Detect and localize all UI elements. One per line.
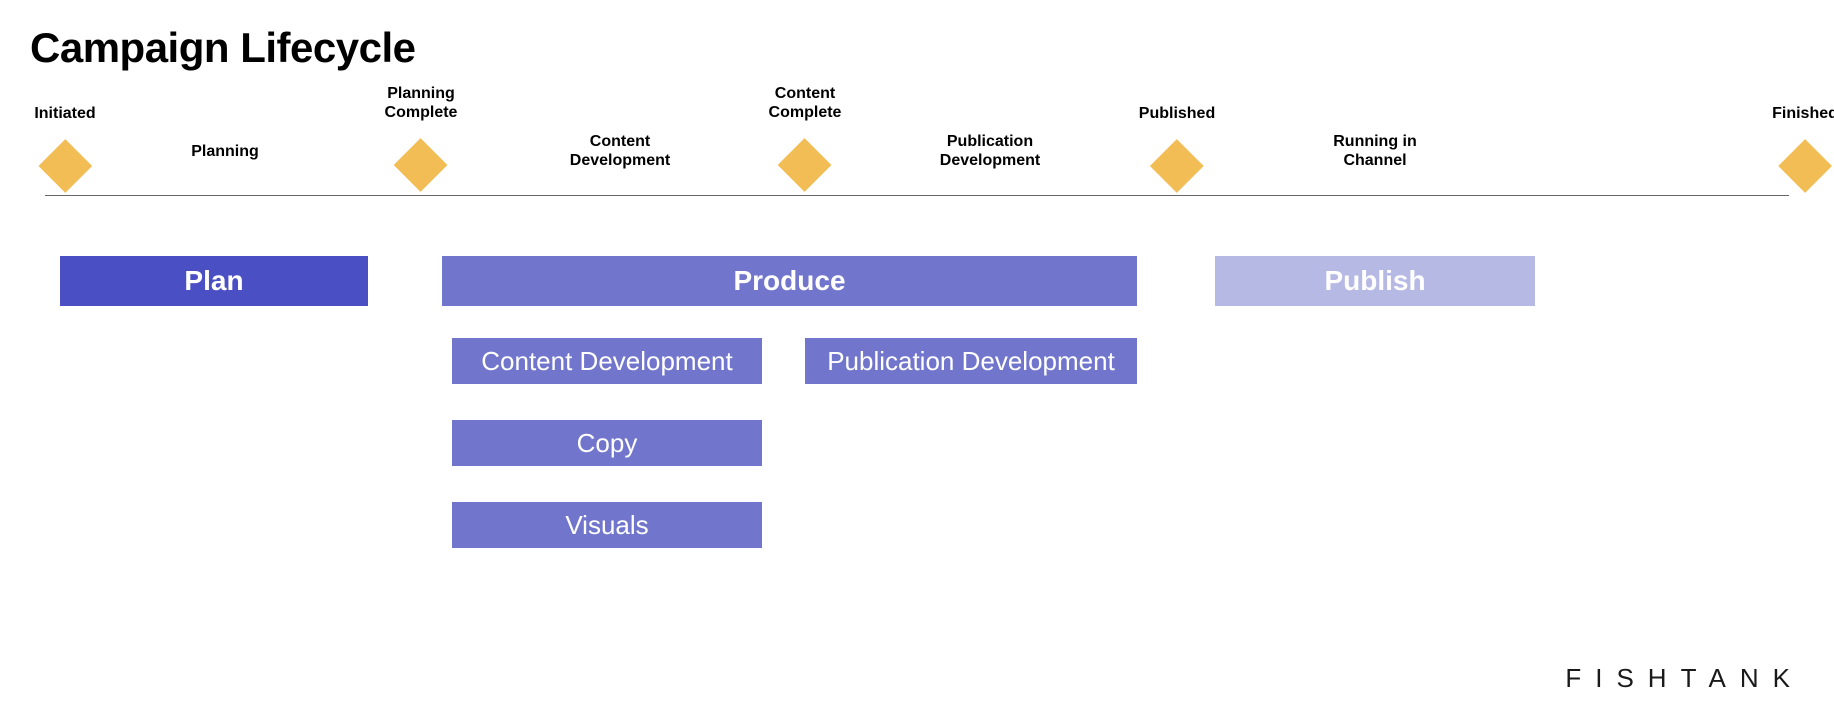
bar-label: Content Development <box>481 346 732 377</box>
phase-label: Planning <box>191 142 259 161</box>
diamond-icon <box>394 139 448 193</box>
milestone-label: Published <box>1139 104 1215 123</box>
bar-label: Publish <box>1324 265 1425 297</box>
milestone: Finished <box>1772 104 1834 190</box>
lifecycle-bar: Produce <box>442 256 1137 306</box>
milestone: Planning Complete <box>385 84 458 189</box>
page-title: Campaign Lifecycle <box>30 24 415 72</box>
bar-label: Copy <box>577 428 638 459</box>
bar-label: Visuals <box>565 510 648 541</box>
milestone-label: Finished <box>1772 104 1834 123</box>
phase-label: Running in Channel <box>1333 132 1417 170</box>
lifecycle-bar: Plan <box>60 256 368 306</box>
bar-label: Publication Development <box>827 346 1115 377</box>
diamond-icon <box>1778 139 1832 193</box>
diamond-icon <box>778 139 832 193</box>
brand-logo: FISHTANK <box>1565 663 1804 694</box>
phase-label: Publication Development <box>940 132 1040 170</box>
lifecycle-bar: Visuals <box>452 502 762 548</box>
milestone: Initiated <box>34 104 95 190</box>
lifecycle-bar: Copy <box>452 420 762 466</box>
timeline-axis <box>45 195 1789 196</box>
milestone: Content Complete <box>769 84 842 189</box>
timeline: InitiatedPlanning CompleteContent Comple… <box>15 100 1819 200</box>
lifecycle-bar: Publish <box>1215 256 1535 306</box>
milestone: Published <box>1139 104 1215 190</box>
lifecycle-bar: Publication Development <box>805 338 1137 384</box>
milestone-label: Content Complete <box>769 84 842 122</box>
bar-label: Plan <box>184 265 243 297</box>
diamond-icon <box>38 139 92 193</box>
milestone-label: Initiated <box>34 104 95 123</box>
phase-label: Content Development <box>570 132 670 170</box>
milestone-label: Planning Complete <box>385 84 458 122</box>
bar-label: Produce <box>733 265 845 297</box>
lifecycle-bar: Content Development <box>452 338 762 384</box>
diamond-icon <box>1150 139 1204 193</box>
